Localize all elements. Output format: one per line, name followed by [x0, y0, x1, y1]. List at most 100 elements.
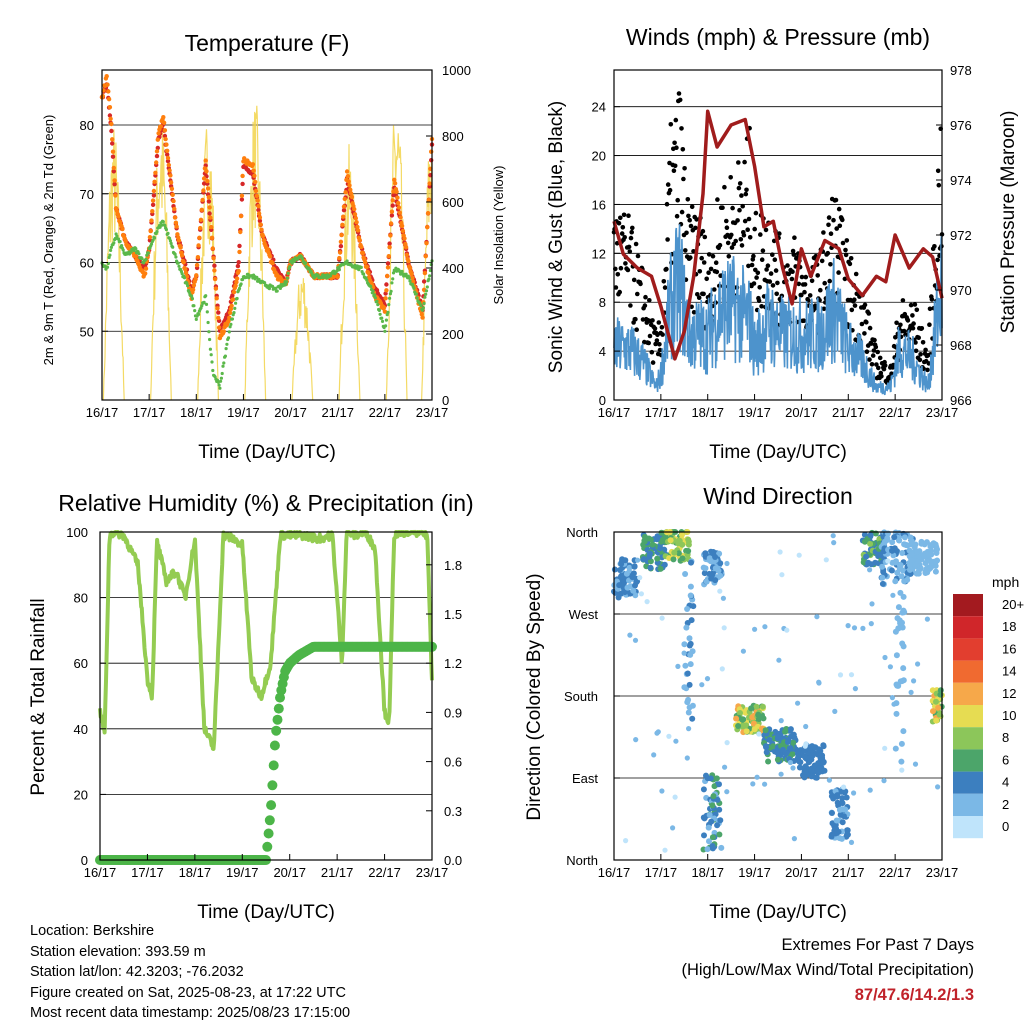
direction-tick-label: North — [566, 853, 598, 868]
temp-point — [104, 74, 109, 79]
gust-point — [809, 278, 815, 284]
direction-point — [762, 624, 768, 630]
x-tick-label: 16/17 — [84, 865, 117, 880]
x-tick-label: 17/17 — [645, 405, 678, 420]
gust-point — [836, 270, 841, 275]
gust-point — [877, 355, 883, 361]
gust-point — [633, 316, 638, 322]
temp-point — [388, 233, 393, 238]
gust-point — [743, 191, 749, 197]
temp-point — [339, 232, 344, 238]
y2-tick-label: 972 — [950, 228, 972, 243]
temp-point — [384, 318, 388, 322]
temp-point — [335, 269, 339, 273]
gust-point — [646, 340, 651, 346]
gust-point — [825, 250, 831, 256]
direction-point — [742, 722, 749, 729]
direction-point — [823, 557, 829, 563]
direction-point — [809, 743, 816, 750]
temp-point — [388, 296, 392, 300]
direction-point — [672, 794, 678, 800]
temp-point — [203, 158, 208, 163]
direction-point — [716, 781, 722, 788]
gust-point — [775, 280, 780, 286]
temp-point — [384, 288, 389, 293]
temp-point — [257, 215, 263, 220]
gust-point — [803, 274, 809, 280]
direction-point — [711, 783, 718, 790]
direction-panel: Wind Direction North West South East North 1… — [524, 483, 1024, 923]
direction-point — [654, 555, 661, 562]
direction-point — [841, 784, 847, 790]
gust-point — [773, 268, 779, 273]
gust-point — [686, 213, 691, 219]
temp-point — [100, 93, 106, 99]
temp-point — [398, 269, 402, 274]
direction-point — [833, 817, 840, 824]
gust-point — [859, 321, 865, 327]
gust-point — [635, 291, 640, 297]
temp-point — [197, 312, 201, 316]
legend-swatch — [953, 660, 983, 683]
direction-point — [807, 754, 814, 761]
temp-point — [415, 296, 419, 300]
gust-point — [679, 209, 685, 215]
gust-point — [932, 244, 937, 249]
gust-point — [726, 253, 732, 259]
temp-point — [210, 246, 215, 251]
temp-point — [207, 211, 212, 216]
x-tick-label: 22/17 — [879, 865, 912, 880]
direction-point — [640, 556, 647, 563]
gust-point — [628, 235, 634, 241]
temp-point — [106, 97, 112, 102]
direction-point — [675, 663, 681, 670]
direction-point — [611, 566, 618, 573]
gust-point — [713, 260, 719, 266]
gust-point — [733, 238, 738, 244]
gust-point — [812, 303, 818, 309]
temp-point — [425, 211, 431, 216]
gust-point — [834, 226, 839, 231]
direction-point — [778, 718, 784, 724]
temp-point — [169, 186, 175, 191]
extremes-values: 87/47.6/14.2/1.3 — [854, 986, 974, 1004]
direction-point — [776, 657, 782, 663]
temp-point — [261, 238, 267, 243]
direction-point — [689, 715, 696, 722]
direction-point — [890, 592, 896, 598]
temp-point — [235, 263, 241, 269]
x-tick-label: 18/17 — [691, 405, 724, 420]
direction-point — [658, 529, 665, 536]
gust-point — [650, 318, 655, 323]
solar-line — [291, 278, 314, 401]
x-tick-label: 23/17 — [926, 405, 959, 420]
direction-point — [820, 743, 827, 750]
direction-point — [890, 552, 897, 559]
temp-point — [205, 186, 211, 191]
temp-point — [191, 283, 197, 288]
temp-point — [384, 282, 389, 287]
temp-point — [227, 330, 231, 334]
temp-point — [155, 137, 160, 142]
temp-point — [113, 193, 118, 198]
temp-point — [286, 271, 290, 275]
direction-point — [657, 565, 664, 572]
direction-point — [860, 625, 866, 632]
temp-point — [109, 248, 113, 252]
x-tick-label: 21/17 — [321, 865, 354, 880]
temp-point — [163, 136, 168, 142]
direction-point — [782, 728, 789, 735]
y-tick-label: 50 — [80, 324, 94, 339]
temp-point — [108, 253, 112, 257]
gust-point — [756, 298, 762, 304]
temp-point — [226, 318, 231, 324]
y-tick-label: 8 — [599, 295, 606, 310]
temp-point — [149, 242, 154, 246]
temp-point — [387, 245, 392, 250]
temp-point — [105, 265, 110, 269]
direction-point — [851, 790, 857, 796]
temp-point — [344, 169, 350, 174]
direction-point — [748, 705, 755, 712]
temp-point — [408, 279, 412, 283]
temp-point — [388, 292, 392, 296]
